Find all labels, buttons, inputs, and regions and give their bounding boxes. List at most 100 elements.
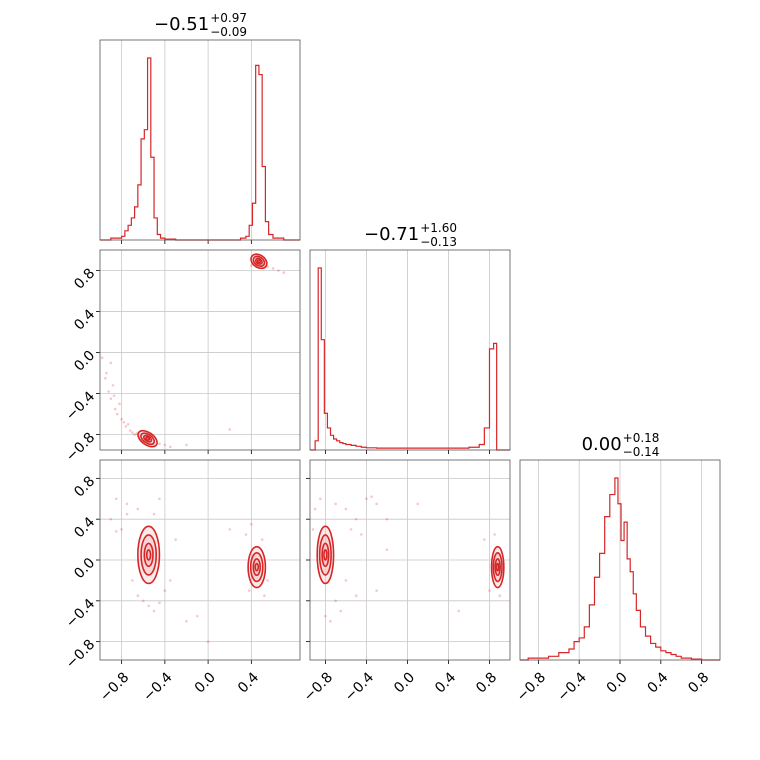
histogram-panel-2: −0.71 +1.60−0.13: [309, 221, 511, 454]
sample-point: [131, 431, 134, 434]
histogram-panel-1: −0.51 +0.97−0.09: [99, 11, 301, 244]
y-tick-label: −0.8: [63, 430, 98, 465]
y-tick-label: 0.4: [71, 306, 98, 333]
sample-point: [228, 428, 232, 431]
sample-point: [359, 533, 363, 536]
sample-point: [158, 442, 161, 446]
sample-point: [318, 497, 322, 501]
density-contour: [145, 549, 152, 561]
sample-point: [354, 594, 358, 598]
sample-point: [125, 512, 129, 516]
panel-contents: [100, 253, 286, 449]
sample-point: [168, 579, 172, 582]
sample-point: [104, 376, 107, 380]
histogram-panel-3: 0.00 +0.18−0.14 −0.8 −0.4 0.0 0.4 0.8: [514, 431, 721, 705]
sample-point: [250, 522, 253, 526]
x-tick-label: −0.8: [97, 669, 132, 704]
y-tick-label: 0.8: [71, 473, 98, 500]
sample-point: [107, 390, 110, 393]
x-tick-label: −0.8: [301, 669, 336, 704]
sample-point: [158, 497, 161, 501]
sample-point: [416, 502, 419, 506]
parameter-title: −0.51 +0.97−0.09: [154, 11, 247, 39]
sample-point: [109, 397, 113, 401]
title-lower-error: −0.14: [623, 445, 660, 459]
y-tick-label: 0.0: [71, 555, 98, 582]
sample-point: [174, 538, 177, 541]
histogram-step-line: [100, 57, 300, 241]
x-tick-label: −0.4: [342, 669, 377, 704]
sample-point: [457, 609, 461, 613]
sample-point: [100, 356, 104, 359]
sample-point: [120, 528, 123, 531]
title-median: 0.00: [582, 434, 622, 455]
sample-point: [115, 412, 119, 416]
sample-point: [329, 619, 332, 623]
sample-point: [114, 530, 118, 533]
y-tick-label: 0.4: [71, 514, 98, 541]
sample-point: [125, 502, 129, 506]
sample-point: [385, 517, 389, 521]
axes-frame: [309, 249, 511, 451]
title-upper-error: +0.18: [623, 431, 660, 445]
sample-point: [109, 361, 113, 365]
x-tick-label: 0.4: [645, 669, 672, 696]
sample-point: [168, 445, 172, 449]
density-contour: [323, 549, 328, 561]
x-tick-label: −0.8: [514, 669, 549, 704]
sample-point: [114, 497, 118, 501]
density-contour: [256, 259, 262, 264]
density-contour: [145, 436, 151, 441]
sample-point: [109, 517, 113, 521]
sample-point: [498, 594, 502, 598]
sample-point: [195, 614, 199, 618]
x-tick-label: −0.4: [140, 669, 175, 704]
x-tick-label: 0.4: [235, 669, 262, 696]
x-tick-label: 0.8: [473, 669, 500, 696]
sample-point: [271, 267, 275, 270]
sample-point: [375, 589, 378, 592]
sample-point: [344, 507, 348, 511]
sample-point: [111, 384, 115, 387]
axes-frame: [519, 459, 721, 661]
title-median: −0.71: [364, 224, 419, 245]
sample-point: [483, 538, 486, 541]
axes-frame: [309, 459, 511, 661]
density-contour: [254, 562, 260, 572]
sample-point: [344, 579, 348, 582]
sample-point: [493, 533, 496, 536]
sample-point: [113, 407, 117, 411]
sample-point: [131, 579, 134, 582]
y-tick-label: −0.4: [63, 596, 98, 631]
histogram-step-line: [310, 267, 510, 451]
panel-contents: [311, 495, 505, 623]
scatter-contour-panel-3: −0.8 −0.4 0.0 0.4 0.8: [301, 459, 511, 705]
sample-point: [206, 640, 210, 643]
title-upper-error: +0.97: [210, 11, 247, 25]
sample-point: [334, 599, 337, 603]
sample-point: [185, 619, 188, 623]
sample-point: [136, 594, 140, 598]
sample-point: [141, 599, 145, 603]
sample-point: [260, 538, 264, 541]
parameter-title: −0.71 +1.60−0.13: [364, 221, 457, 249]
sample-point: [128, 429, 132, 432]
sample-point: [244, 533, 248, 536]
sample-point: [385, 548, 389, 552]
sample-point: [158, 601, 161, 605]
sample-point: [370, 495, 373, 499]
sample-point: [488, 589, 491, 592]
sample-point: [349, 528, 353, 531]
sample-point: [120, 417, 123, 421]
sample-point: [118, 402, 121, 406]
sample-point: [136, 507, 140, 511]
sample-point: [228, 528, 232, 531]
parameter-title: 0.00 +0.18−0.14: [582, 431, 660, 459]
sample-point: [185, 443, 188, 447]
y-tick-label: −0.8: [63, 637, 98, 672]
histogram-step-line: [520, 477, 720, 661]
sample-point: [277, 269, 280, 272]
sample-point: [126, 423, 130, 426]
scatter-contour-panel-1: −0.8 −0.4 0.0 0.4 0.8: [63, 249, 301, 465]
sample-point: [124, 425, 128, 428]
